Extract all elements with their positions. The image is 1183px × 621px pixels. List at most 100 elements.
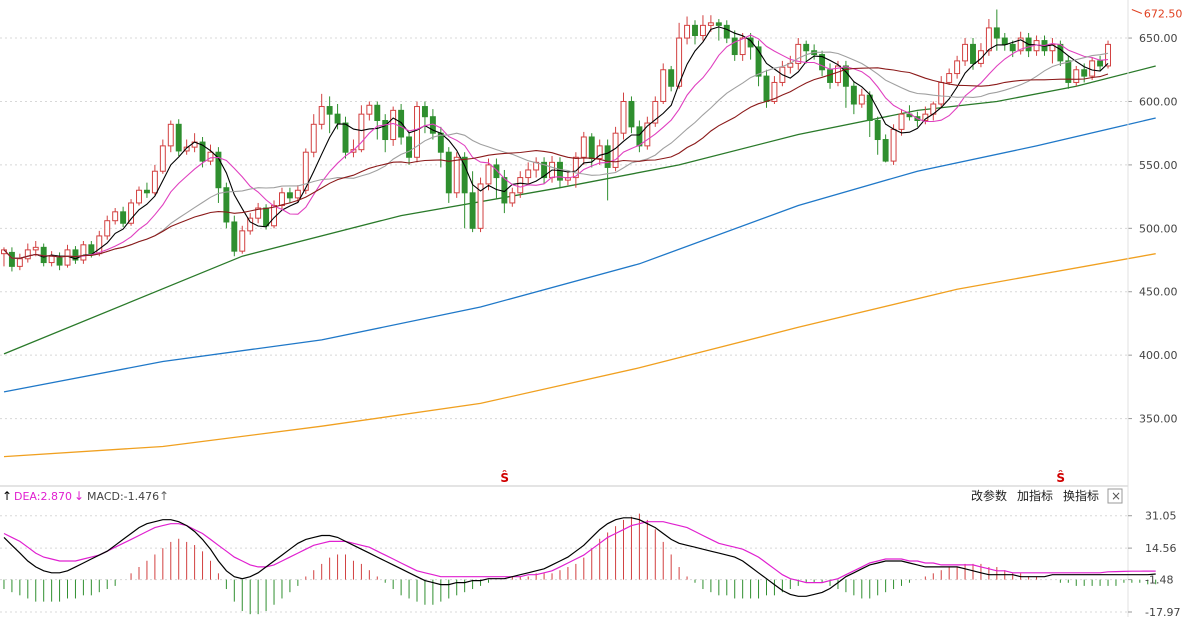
candle[interactable] [80,241,87,264]
candle[interactable] [699,15,706,41]
candle[interactable] [715,19,722,41]
candle[interactable] [739,32,746,61]
candle[interactable] [771,76,778,105]
candle[interactable] [223,182,230,229]
candle[interactable] [644,116,651,150]
add-indicator-button[interactable]: 加指标 [1017,488,1053,503]
candle[interactable] [946,68,953,85]
candle[interactable] [660,63,667,105]
candle[interactable] [993,9,1000,51]
candle[interactable] [723,20,730,44]
candle[interactable] [32,241,39,257]
candle[interactable] [445,147,452,203]
candle[interactable] [255,202,262,224]
candle[interactable] [231,215,238,257]
candle[interactable] [517,171,524,198]
candle[interactable] [1017,31,1024,55]
candle[interactable] [358,105,365,153]
candle[interactable] [850,81,857,115]
candle[interactable] [731,30,738,61]
candle[interactable] [16,253,23,271]
candle[interactable] [541,157,548,184]
candle[interactable] [342,116,349,159]
candle[interactable] [557,157,563,188]
candle[interactable] [56,252,63,271]
candle[interactable] [128,199,135,226]
candle[interactable] [533,157,540,178]
candle[interactable] [819,50,826,77]
candle[interactable] [366,101,373,121]
candle[interactable] [310,114,317,158]
candle[interactable] [755,40,762,87]
candle[interactable] [48,251,55,267]
switch-indicator-button[interactable]: 换指标 [1063,488,1099,503]
candle[interactable] [676,22,683,89]
candle[interactable] [1073,65,1080,87]
candle[interactable] [469,171,476,233]
candle[interactable] [286,187,293,203]
candle[interactable] [962,38,969,66]
candle[interactable] [882,134,889,163]
candle[interactable] [652,96,659,127]
candle[interactable] [136,186,142,206]
candle[interactable] [1001,32,1008,51]
candle[interactable] [636,120,643,153]
candlesticks[interactable] [1,9,1111,272]
candle[interactable] [120,206,127,228]
candle[interactable] [827,63,833,89]
candle[interactable] [604,139,611,201]
candle[interactable] [159,139,166,174]
candle[interactable] [898,109,905,136]
candle[interactable] [842,60,849,108]
candle[interactable] [874,116,881,155]
candle[interactable] [112,208,119,225]
candle[interactable] [628,96,635,134]
candle[interactable] [803,40,810,64]
candle[interactable] [390,106,397,146]
candle[interactable] [938,76,945,108]
candle[interactable] [421,101,428,134]
candle[interactable] [977,43,984,68]
candle[interactable] [461,152,468,229]
candle[interactable] [183,139,190,155]
candle[interactable] [509,187,516,207]
candle[interactable] [239,225,246,254]
candle[interactable] [72,246,79,264]
candle[interactable] [684,16,691,45]
candle[interactable] [1049,38,1056,64]
candle[interactable] [8,247,15,272]
candle[interactable] [596,139,603,165]
candle[interactable] [477,177,484,233]
candle[interactable] [151,164,158,196]
candle[interactable] [374,101,381,140]
candle[interactable] [334,104,341,130]
candle[interactable] [247,213,254,235]
candle[interactable] [207,144,214,165]
candle[interactable] [318,93,325,130]
candle[interactable] [954,55,961,79]
candle[interactable] [326,96,333,134]
candle[interactable] [143,182,150,198]
candle[interactable] [24,243,31,263]
candle[interactable] [167,120,174,153]
modify-params-button[interactable]: 改参数 [971,488,1007,503]
candle[interactable] [858,88,865,108]
candle[interactable] [525,162,532,184]
candle[interactable] [175,119,182,157]
candle[interactable] [795,38,802,70]
candle[interactable] [620,92,627,140]
candle[interactable] [1065,55,1072,89]
candle[interactable] [692,20,698,45]
candle[interactable] [1097,55,1104,72]
close-indicator-button[interactable] [1107,488,1123,504]
candle[interactable] [406,131,413,165]
candle[interactable] [747,32,754,60]
candle[interactable] [279,187,285,210]
candle[interactable] [104,215,111,240]
candle[interactable] [493,158,500,200]
candle[interactable] [382,114,389,153]
candle[interactable] [930,101,937,121]
candle[interactable] [668,65,675,92]
